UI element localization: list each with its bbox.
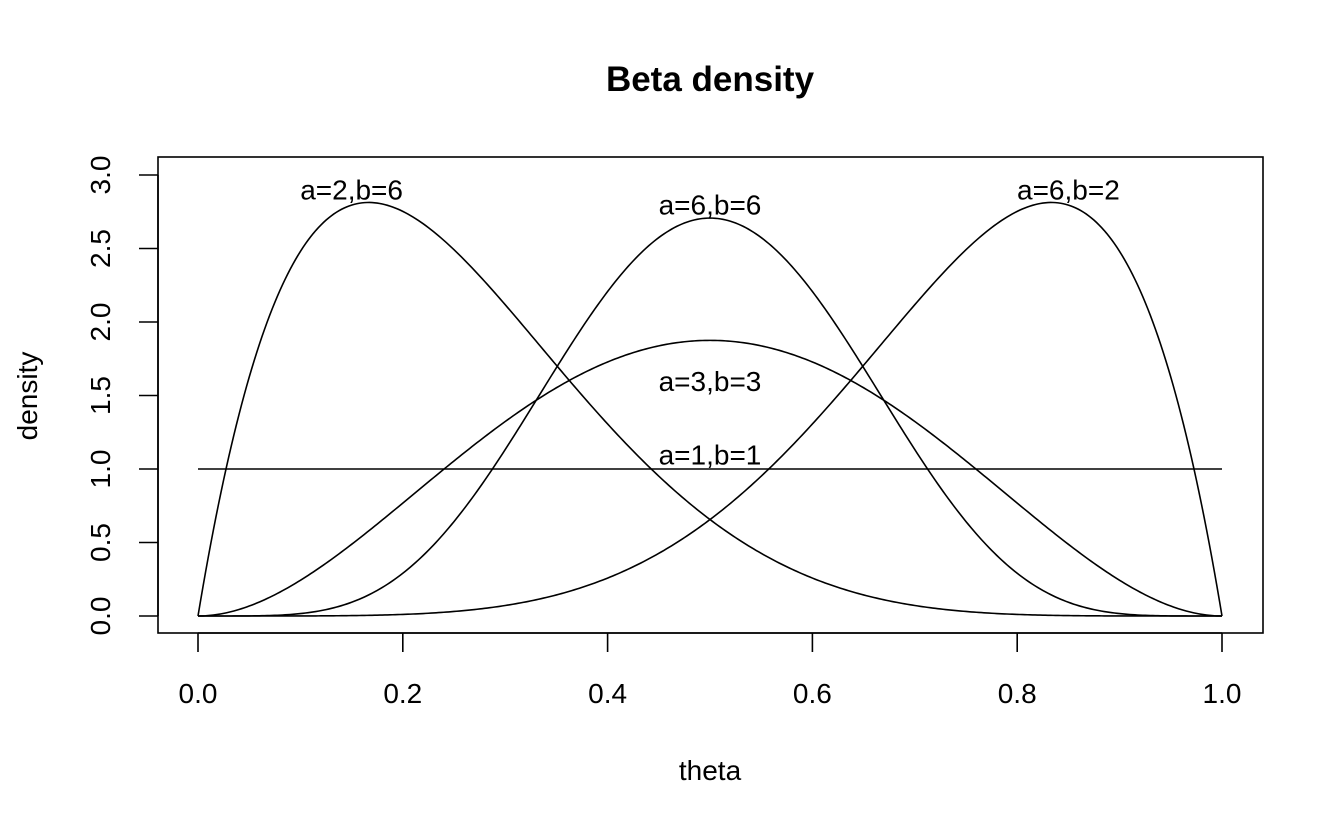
x-tick-label: 1.0	[1203, 678, 1242, 709]
x-tick-label: 0.8	[998, 678, 1037, 709]
x-axis-label: theta	[679, 755, 742, 786]
y-tick-label: 0.5	[85, 523, 116, 562]
curve-label: a=1,b=1	[659, 439, 762, 470]
y-tick-label: 1.5	[85, 376, 116, 415]
x-tick-label: 0.2	[383, 678, 422, 709]
y-tick-label: 0.0	[85, 597, 116, 636]
y-tick-label: 2.5	[85, 229, 116, 268]
x-tick-label: 0.6	[793, 678, 832, 709]
curve-label: a=6,b=6	[659, 189, 762, 220]
curve-label: a=3,b=3	[659, 366, 762, 397]
curve-label: a=2,b=6	[300, 175, 403, 206]
x-tick-label: 0.4	[588, 678, 627, 709]
x-tick-label: 0.0	[179, 678, 218, 709]
y-axis: 0.0 0.5 1.0 1.5 2.0 2.5 3.0	[85, 156, 159, 636]
density-curve-a-2-b-6	[197, 201, 1222, 617]
y-tick-label: 2.0	[85, 303, 116, 342]
y-tick-label: 1.0	[85, 450, 116, 489]
y-axis-label: density	[12, 352, 43, 441]
x-axis: 0.0 0.2 0.4 0.6 0.8 1.0	[179, 632, 1242, 709]
curve-label: a=6,b=2	[1017, 175, 1120, 206]
curve-labels: a=1,b=1 a=3,b=3 a=6,b=6 a=2,b=6 a=6,b=2	[300, 175, 1120, 471]
density-curve-a-6-b-6	[198, 217, 1222, 617]
y-tick-label: 3.0	[85, 156, 116, 195]
density-curve-a-6-b-2	[198, 201, 1223, 617]
chart-title: Beta density	[606, 60, 815, 99]
density-curves	[197, 201, 1223, 617]
density-curve-a-3-b-3	[197, 339, 1223, 617]
